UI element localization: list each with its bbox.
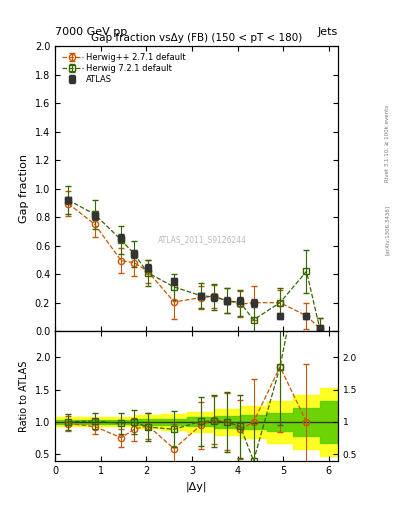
Title: Gap fraction vsΔy (FB) (150 < pT < 180): Gap fraction vsΔy (FB) (150 < pT < 180) — [91, 33, 302, 42]
Legend: Herwig++ 2.7.1 default, Herwig 7.2.1 default, ATLAS: Herwig++ 2.7.1 default, Herwig 7.2.1 def… — [59, 50, 188, 87]
Y-axis label: Gap fraction: Gap fraction — [19, 154, 29, 223]
Text: ATLAS_2011_S9126244: ATLAS_2011_S9126244 — [158, 236, 247, 244]
X-axis label: |Δy|: |Δy| — [186, 481, 207, 492]
Text: 7000 GeV pp: 7000 GeV pp — [55, 27, 127, 37]
Text: Rivet 3.1.10, ≥ 100k events: Rivet 3.1.10, ≥ 100k events — [385, 105, 389, 182]
Text: [arXiv:1306.3436]: [arXiv:1306.3436] — [385, 205, 389, 255]
Y-axis label: Ratio to ATLAS: Ratio to ATLAS — [19, 360, 29, 432]
Text: Jets: Jets — [318, 27, 338, 37]
